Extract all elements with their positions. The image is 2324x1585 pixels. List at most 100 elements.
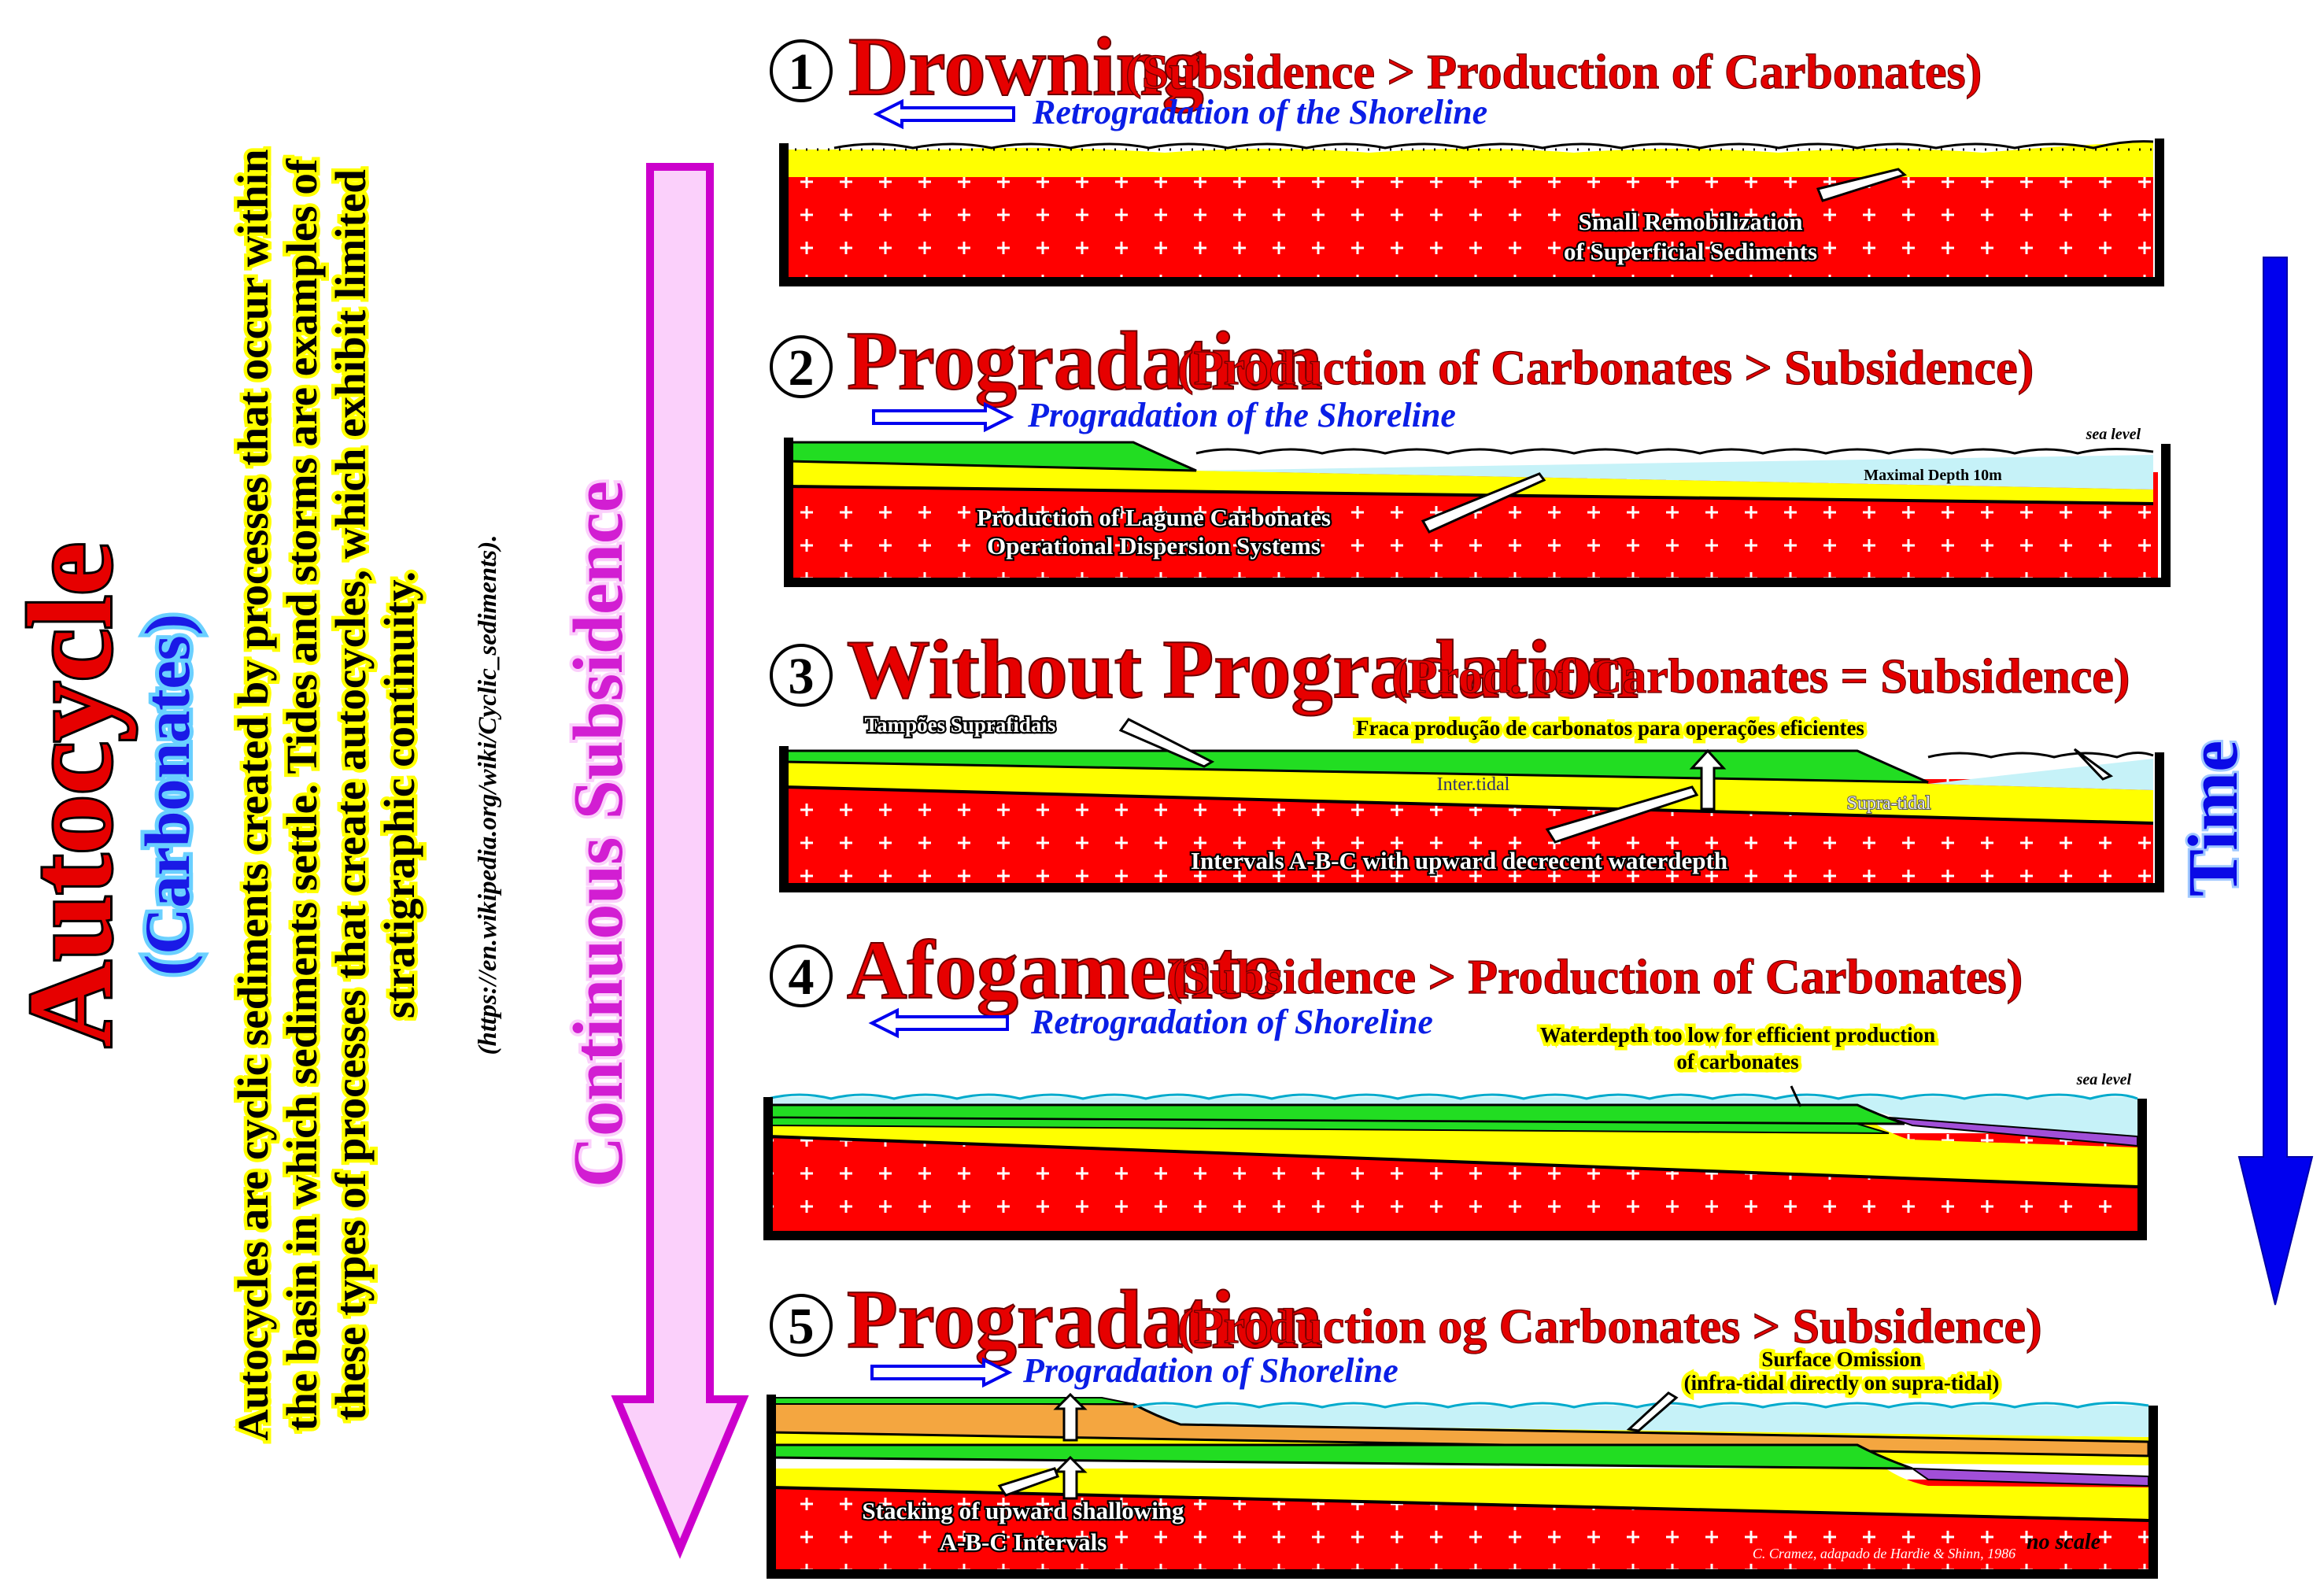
panel-5-stacking-line-1: Stacking of upward shallowing — [862, 1497, 1184, 1524]
panel-5-omission-line-2: (infra-tidal directly on supra-tidal) — [1684, 1371, 2000, 1395]
panel-2-max-depth: Maximal Depth 10m — [1864, 467, 2002, 484]
panel-4-sea-surface — [767, 1093, 2138, 1100]
panel-1-number: 1 — [789, 43, 815, 101]
panel-4-waterdepth-line-1: Waterdepth too low for efficient product… — [1540, 1023, 1935, 1047]
panel-1-subtitle: (Subsidence > Production of Carbonates) — [1125, 46, 1982, 99]
panel-3-title: Without Progradation — [847, 623, 1639, 715]
panel-5-buried-supratidal — [770, 1443, 1913, 1470]
panel-3-sea-surface — [1927, 752, 2154, 759]
description-line-2: the basin in which sediments settle. Tid… — [278, 158, 326, 1431]
panel-3-supratidal-layer — [782, 749, 1929, 784]
time-arrow — [2237, 257, 2314, 1306]
panel-5-lower-carbonate — [771, 1469, 2148, 1519]
panel-5-sea-surface — [1132, 1401, 2149, 1409]
panel-2-shoreline-label: Progradation of the Shoreline — [1027, 396, 1456, 434]
panel-5-upward-arrow-icon-1 — [1053, 1392, 1088, 1442]
panel-4-shoreline-label: Retrogradation of Shoreline — [1030, 1003, 1433, 1041]
panel-4-number: 4 — [789, 948, 815, 1006]
panel-1-label-line-2: of Superficial Sediments — [1564, 238, 1817, 265]
panel-2-number: 2 — [789, 339, 815, 397]
panel-3-intertidal-label: Inter.tidal — [1437, 774, 1510, 795]
panel-3-pointer-arrow-icon — [1545, 785, 1699, 844]
panel-2-water — [1196, 455, 2153, 490]
panel-2-supratidal-layer — [787, 441, 1197, 472]
panel-1-number-circle — [770, 39, 833, 102]
panel-5-number: 5 — [789, 1298, 815, 1355]
panel-3-number-circle — [770, 644, 833, 707]
panel-3: 3 Without Progradation (Prod. of Carbona… — [770, 623, 2164, 892]
panel-2-sea-level-label: sea level — [2086, 426, 2141, 443]
panel-1-pointer-arrow-icon — [1816, 168, 1907, 202]
panel-3-tampoes-arrow-icon — [1118, 718, 1215, 768]
panel-1-title: Drowning — [848, 20, 1204, 113]
panel-5-omission-arrow-icon — [1626, 1391, 1679, 1432]
panel-5-progradation-arrow-icon — [870, 1357, 1013, 1388]
panel-5-number-circle — [770, 1294, 833, 1357]
panel-5-subtitle: (Production og Carbonates > Subsidence) — [1177, 1300, 2042, 1354]
panel-4-waterdepth-line-2: of carbonates — [1676, 1050, 1798, 1073]
panel-3-upward-arrow-icon — [1689, 748, 1727, 811]
panel-3-intervals-label: Intervals A-B-C with upward decrecent wa… — [1191, 847, 1727, 874]
title-block: Autocycle (Carbonates) — [2, 540, 207, 1050]
panel-5-frame — [767, 1395, 2158, 1579]
panel-4-sea-level-label: sea level — [2076, 1071, 2132, 1088]
source-url: (https://en.wikipedia.org/wiki/Cyclic_se… — [474, 535, 502, 1055]
time-label: Time — [2174, 741, 2252, 896]
panel-4-pointer-line — [1790, 1085, 1802, 1107]
panel-4-basement-contact — [767, 1135, 2138, 1188]
panel-3-number: 3 — [789, 648, 815, 705]
panel-4-subtitle: (Subsidence > Production of Carbonates) — [1166, 951, 2023, 1004]
panel-2-title: Progradation — [847, 315, 1323, 407]
continuous-subsidence-arrow — [611, 163, 749, 1559]
panel-1-water-surface — [833, 140, 2154, 150]
panel-2-pointer-arrow-icon — [1421, 472, 1546, 534]
panel-5-title: Progradation — [847, 1273, 1323, 1365]
panel-5-omission-line-1: Surface Omission — [1761, 1347, 1921, 1371]
panel-1-label-line-1: Small Remobilization — [1578, 208, 1802, 235]
panel-4-frame — [763, 1097, 2147, 1240]
panel-5-basement-contact — [770, 1486, 2149, 1522]
description-line-4: stratigraphic continuity. — [375, 571, 423, 1018]
panel-4-retrogradation-arrow-icon — [868, 1007, 1009, 1039]
panel-3-basement-contact — [783, 785, 2154, 825]
description-line-3: these types of processes that create aut… — [327, 169, 375, 1421]
main-title: Autocycle — [4, 542, 136, 1047]
panel-2-label-line-1: Production of Lagune Carbonates — [977, 504, 1331, 531]
source-url-block: (https://en.wikipedia.org/wiki/Cyclic_se… — [474, 535, 502, 1055]
continuous-subsidence-label-block: Continuous Subsidence — [556, 478, 641, 1191]
panel-5-no-scale: no scale — [2027, 1530, 2100, 1554]
description-block: Autocycles are cyclic sediments created … — [226, 146, 427, 1444]
panel-3-supratidal-label: Supra-tidal — [1847, 793, 1931, 814]
panel-5-upward-arrow-icon-2 — [1053, 1455, 1088, 1500]
panel-1-frame — [779, 139, 2164, 286]
continuous-subsidence-label: Continuous Subsidence — [560, 481, 637, 1188]
panel-5-shoreline-label: Progradation of Shoreline — [1022, 1351, 1398, 1390]
panel-2-basement-contact — [788, 485, 2154, 505]
panel-5: 5 Progradation (Production og Carbonates… — [767, 1273, 2158, 1579]
panel-1-shoreline-label: Retrogradation of the Shoreline — [1032, 93, 1487, 131]
main-subtitle: (Carbonates) — [131, 614, 203, 976]
panel-3-fraca-arrow-icon — [2073, 748, 2114, 781]
panel-5-stacking-arrow-icon — [997, 1467, 1059, 1497]
panel-1-retrogradation-arrow-icon — [873, 98, 1015, 130]
panel-4-carbonate-layer — [768, 1122, 2137, 1187]
panel-5-stacking-line-2: A-B-C Intervals — [940, 1528, 1107, 1556]
time-label-block: Time — [2172, 738, 2255, 899]
panel-3-subtitle: (Prod. of Carbonates = Subsidence) — [1391, 650, 2130, 704]
panel-2-number-circle — [770, 335, 833, 398]
panel-4-number-circle — [770, 944, 833, 1007]
panel-5-credit: C. Cramez, adapado de Hardie & Shinn, 19… — [1753, 1546, 2015, 1561]
panel-2: 2 Progradation (Production of Carbonates… — [770, 314, 2171, 587]
panel-4-title: Afogamento — [847, 924, 1282, 1016]
panel-3-frame — [779, 746, 2164, 892]
description-line-1: Autocycles are cyclic sediments created … — [229, 149, 277, 1440]
panel-2-progradation-arrow-icon — [872, 401, 1014, 433]
panel-2-frame — [784, 438, 2171, 587]
panel-4: 4 Afogamento (Subsidence > Production of… — [763, 923, 2147, 1240]
panel-2-sea-surface — [1195, 447, 2154, 455]
panel-3-fraca-label: Fraca produção de carbonatos para operaç… — [1356, 716, 1864, 740]
panel-1: 1 Drowning (Subsidence > Production of C… — [770, 20, 2164, 286]
panel-2-label-line-2: Operational Dispersion Systems — [987, 532, 1321, 560]
